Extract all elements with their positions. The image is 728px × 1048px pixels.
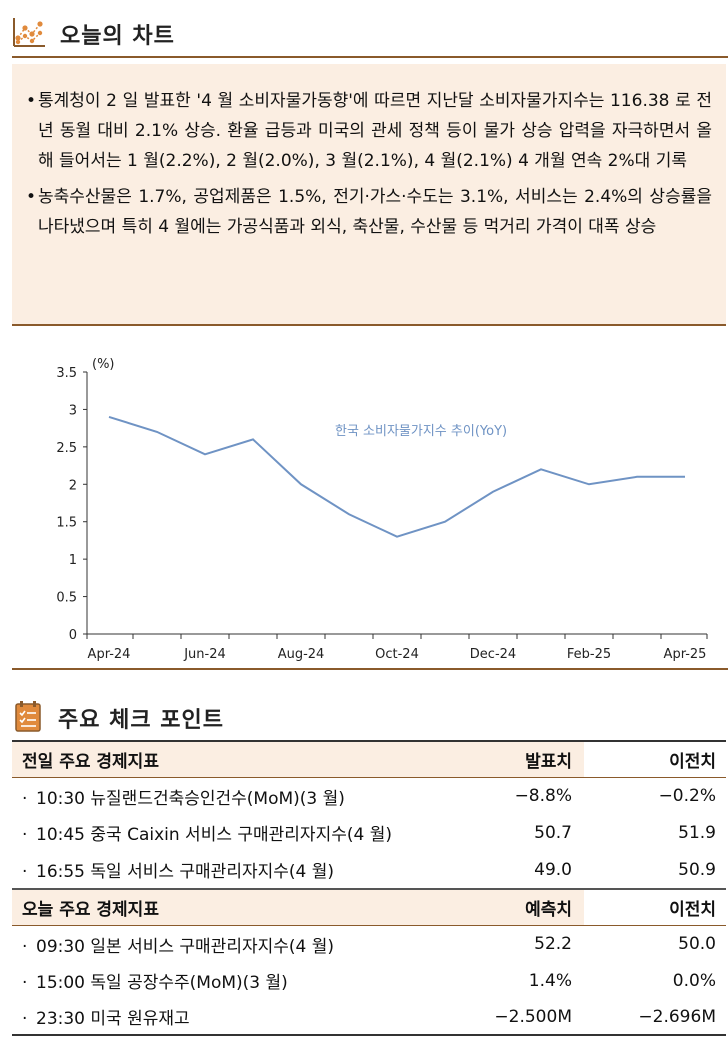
actual-value: 50.7 — [534, 822, 572, 843]
row-mark: · — [22, 862, 28, 882]
table-row: · 09:30 일본 서비스 구매관리자지수(4 월) 52.2 50.0 — [12, 925, 726, 962]
previous-value: −0.2% — [658, 786, 716, 806]
y-tick-label: 1 — [69, 553, 77, 568]
table-row: · 10:30 뉴질랜드건축승인건수(MoM)(3 월) −8.8% −0.2% — [12, 777, 726, 814]
bullet-mark: • — [26, 91, 37, 111]
actual-value: 49.0 — [534, 859, 572, 880]
section-title: 주요 체크 포인트 — [58, 708, 224, 733]
y-tick-label: 3.5 — [56, 366, 77, 381]
x-tick-label: Apr-24 — [88, 647, 131, 662]
header-cell: 예측치 — [432, 890, 584, 925]
x-tick-label: Dec-24 — [470, 647, 516, 662]
previous-value: 50.9 — [678, 859, 716, 880]
section-divider — [12, 668, 728, 670]
previous-value: 50.0 — [678, 934, 716, 954]
indicator-name: 10:30 뉴질랜드건축승인건수(MoM)(3 월) — [36, 788, 345, 809]
row-mark: · — [22, 825, 28, 845]
x-tick-label: Oct-24 — [375, 647, 419, 662]
indicator-name: 23:30 미국 원유재고 — [36, 1009, 190, 1029]
header-cell: 이전치 — [669, 752, 716, 772]
cpi-line-chart: 0 0.5 1 1.5 2 2.5 3 3.5 Apr-24 Jun-24 Aug-24 Oct-24… — [12, 342, 726, 668]
row-mark: · — [22, 788, 28, 809]
bullet-text: 농축수산물은 1.7%, 공업제품은 1.5%, 전기·가스·수도는 3.1%,… — [38, 187, 712, 237]
table-header-today: 오늘 주요 경제지표 예측치 이전치 — [12, 888, 726, 925]
section-title: 오늘의 차트 — [60, 24, 175, 49]
y-tick-label: 3 — [69, 403, 77, 418]
section-header-todays-chart: 오늘의 차트 — [12, 14, 175, 54]
indicator-name: 09:30 일본 서비스 구매관리자지수(4 월) — [36, 936, 335, 957]
previous-value: 51.9 — [678, 822, 716, 843]
table-row: · 16:55 독일 서비스 구매관리자지수(4 월) 49.0 50.9 — [12, 851, 726, 888]
section-divider — [12, 56, 728, 58]
previous-value: 0.0% — [672, 970, 716, 991]
table-row: · 23:30 미국 원유재고 −2.500M −2.696M — [12, 999, 726, 1036]
table-header-yesterday: 전일 주요 경제지표 발표치 이전치 — [12, 740, 726, 777]
y-tick-label: 1.5 — [56, 516, 77, 531]
actual-value: −8.8% — [514, 786, 572, 806]
checklist-icon — [12, 699, 44, 737]
forecast-value: 52.2 — [534, 934, 572, 954]
chart-dots-icon — [12, 16, 46, 52]
summary-bullet: • 통계청이 2 일 발표한 '4 월 소비자물가동향'에 따르면 지난달 소비… — [26, 86, 712, 176]
summary-box: • 통계청이 2 일 발표한 '4 월 소비자물가동향'에 따르면 지난달 소비… — [12, 64, 726, 326]
row-mark: · — [22, 936, 28, 957]
table-row: · 15:00 독일 공장수주(MoM)(3 월) 1.4% 0.0% — [12, 962, 726, 999]
y-tick-label: 2.5 — [56, 441, 77, 456]
table-row: · 10:45 중국 Caixin 서비스 구매관리자지수(4 월) 50.7 5… — [12, 814, 726, 851]
indicator-name: 16:55 독일 서비스 구매관리자지수(4 월) — [36, 862, 335, 882]
y-axis-unit: (%) — [92, 357, 115, 372]
forecast-value: 1.4% — [528, 970, 572, 991]
row-mark: · — [22, 1009, 28, 1029]
indicator-table: 전일 주요 경제지표 발표치 이전치 · 10:30 뉴질랜드건축승인건수(MoM… — [12, 740, 726, 1036]
header-cell: 전일 주요 경제지표 — [12, 742, 432, 777]
indicator-name: 15:00 독일 공장수주(MoM)(3 월) — [36, 973, 288, 993]
x-tick-label: Jun-24 — [183, 647, 226, 662]
row-mark: · — [22, 973, 28, 993]
header-cell: 오늘 주요 경제지표 — [12, 890, 432, 925]
indicator-name: 10:45 중국 Caixin 서비스 구매관리자지수(4 월) — [36, 825, 392, 845]
bullet-mark: • — [26, 187, 37, 207]
summary-bullet: • 농축수산물은 1.7%, 공업제품은 1.5%, 전기·가스·수도는 3.1… — [26, 182, 712, 242]
y-tick-label: 0 — [69, 628, 77, 643]
y-tick-label: 0.5 — [56, 591, 77, 606]
series-label: 한국 소비자물가지수 추이(YoY) — [335, 424, 507, 439]
section-header-check-points: 주요 체크 포인트 — [12, 698, 224, 738]
chart-canvas: 0 0.5 1 1.5 2 2.5 3 3.5 Apr-24 Jun-24 Aug-24 Oct-24… — [56, 357, 708, 662]
x-tick-label: Feb-25 — [567, 647, 611, 662]
bullet-text: 통계청이 2 일 발표한 '4 월 소비자물가동향'에 따르면 지난달 소비자물… — [38, 91, 712, 171]
header-cell: 발표치 — [432, 742, 584, 777]
forecast-value: −2.500M — [494, 1006, 572, 1027]
x-tick-label: Aug-24 — [278, 647, 325, 662]
y-tick-label: 2 — [69, 478, 77, 493]
header-cell: 이전치 — [669, 900, 716, 920]
previous-value: −2.696M — [638, 1006, 716, 1027]
x-tick-label: Apr-25 — [664, 647, 707, 662]
